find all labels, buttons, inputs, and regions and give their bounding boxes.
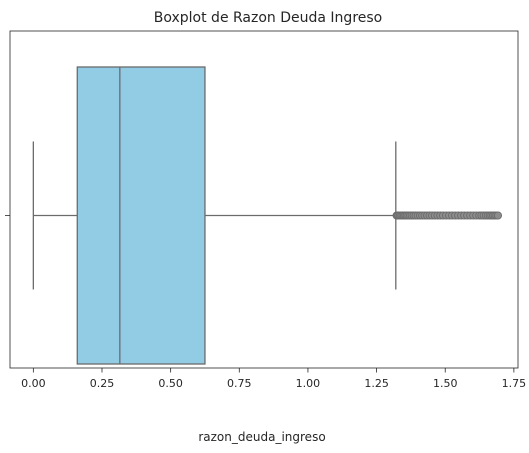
x-tick-label: 0.00 xyxy=(21,377,46,390)
x-tick-label: 1.50 xyxy=(433,377,458,390)
x-tick-label: 1.00 xyxy=(296,377,321,390)
boxplot-marks xyxy=(32,66,503,365)
x-tick-label: 0.75 xyxy=(227,377,252,390)
x-tick-label: 0.25 xyxy=(90,377,115,390)
x-tick-label: 1.25 xyxy=(364,377,389,390)
x-tick-label: 0.50 xyxy=(158,377,183,390)
x-axis-label: razon_deuda_ingreso xyxy=(198,430,325,444)
chart-title: Boxplot de Razon Deuda Ingreso xyxy=(154,10,382,26)
x-axis: 0.00 0.25 0.50 0.75 1.00 1.25 1.50 1.75 xyxy=(21,368,526,390)
outlier-point xyxy=(493,211,503,220)
plot-area-frame xyxy=(9,30,519,369)
x-tick-label: 1.75 xyxy=(502,377,527,390)
iqr-box xyxy=(76,66,206,365)
